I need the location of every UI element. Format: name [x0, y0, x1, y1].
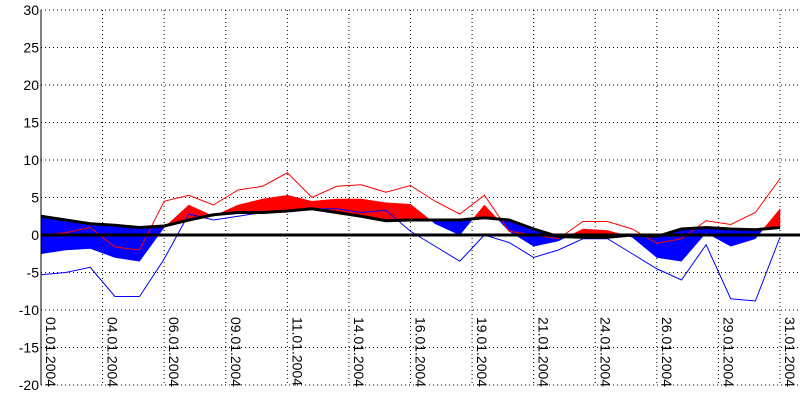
y-tick-label: 5: [31, 190, 39, 206]
x-tick-label: 19.01.2004: [474, 317, 490, 387]
x-tick-label: 04.01.2004: [105, 317, 121, 387]
series-line-reference: [40, 207, 781, 239]
x-tick-label: 09.01.2004: [228, 317, 244, 387]
area-above: [237, 198, 263, 213]
y-tick-labels: 30 25 20 15 10 5 0 -5 -10 -15 -20: [19, 2, 39, 393]
series-line-red-upper: [40, 172, 781, 251]
area-below: [631, 234, 658, 259]
x-tick-label: 24.01.2004: [597, 317, 613, 387]
area-above: [410, 203, 432, 221]
y-tick-label: -5: [27, 265, 40, 281]
x-tick-label: 16.01.2004: [413, 317, 429, 387]
x-tick-label: 11.01.2004: [289, 317, 305, 386]
area-below: [90, 223, 116, 258]
x-tick-label: 31.01.2004: [782, 317, 798, 387]
x-tick-label: 21.01.2004: [536, 317, 552, 387]
x-tick-label: 06.01.2004: [166, 317, 182, 387]
x-tick-label: 29.01.2004: [720, 317, 736, 387]
series-lines: [40, 172, 800, 302]
y-tick-label: 10: [23, 152, 39, 168]
y-tick-label: 25: [23, 40, 39, 56]
y-tick-label: 15: [23, 115, 39, 131]
y-tick-label: 30: [23, 2, 39, 18]
x-tick-labels: 01.01.2004 04.01.2004 06.01.2004 09.01.2004…: [43, 317, 798, 387]
y-tick-label: -15: [19, 340, 39, 356]
area-below: [730, 228, 756, 247]
y-tick-label: -10: [19, 302, 39, 318]
y-tick-label: -20: [19, 377, 39, 393]
area-below: [114, 224, 140, 262]
x-tick-label: 01.01.2004: [43, 317, 59, 387]
area-above: [385, 202, 411, 222]
area-below: [705, 227, 731, 247]
area-below: [434, 219, 461, 236]
x-tick-label: 26.01.2004: [659, 317, 675, 387]
x-tick-label: 14.01.2004: [351, 317, 367, 387]
area-below: [681, 227, 707, 262]
y-tick-label: 0: [31, 227, 39, 243]
series-line-blue-lower: [40, 208, 781, 302]
area-above: [762, 208, 781, 230]
y-tick-label: 20: [23, 77, 39, 93]
